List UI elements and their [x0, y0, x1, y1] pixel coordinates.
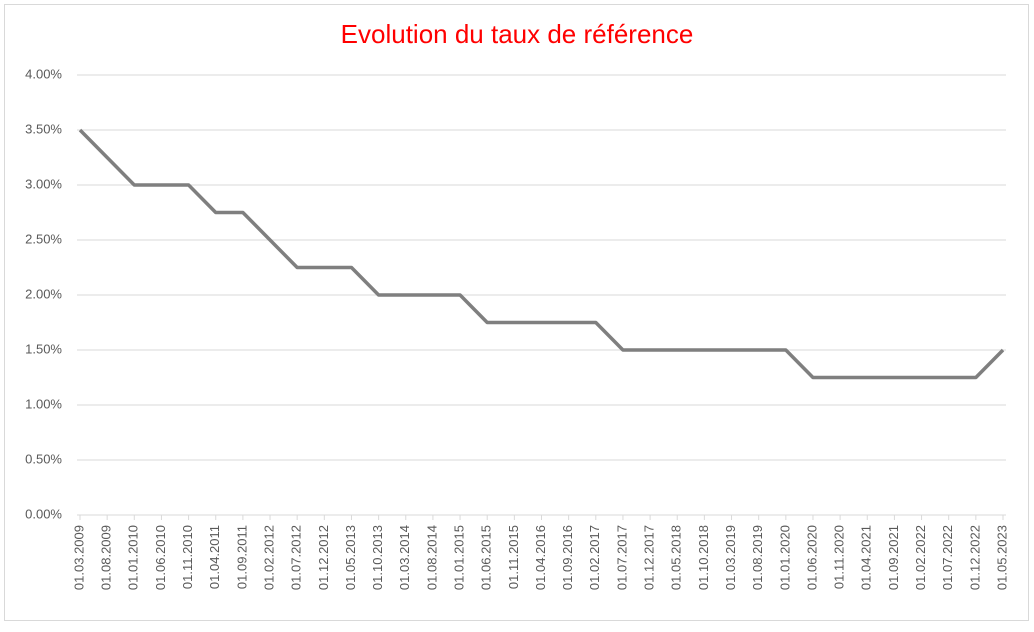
x-tick-label: 01.09.2021 — [886, 525, 901, 590]
x-tick-label: 01.06.2020 — [804, 525, 819, 590]
y-tick-label: 2.00% — [25, 286, 62, 301]
data-line — [78, 128, 1005, 380]
x-tick-label: 01.11.2015 — [506, 525, 521, 589]
y-tick-label: 1.00% — [25, 396, 62, 411]
x-tick-label: 01.06.2015 — [479, 525, 494, 590]
x-tick-label: 01.09.2011 — [234, 525, 249, 589]
x-tick-label: 01.08.2019 — [750, 525, 765, 590]
chart-title: Evolution du taux de référence — [341, 19, 694, 49]
x-tick-label: 01.09.2016 — [560, 525, 575, 590]
x-tick-label: 01.05.2013 — [343, 525, 358, 590]
x-tick-label: 01.03.2019 — [723, 525, 738, 590]
x-tick-label: 01.05.2018 — [669, 525, 684, 590]
x-tick-label: 01.07.2017 — [614, 525, 629, 590]
x-tick-label: 01.03.2014 — [397, 525, 412, 590]
x-tick-label: 01.01.2010 — [126, 525, 141, 590]
y-tick-label: 1.50% — [25, 341, 62, 356]
x-tick-label: 01.05.2023 — [994, 525, 1009, 590]
chart-border — [4, 4, 1029, 621]
x-tick-label: 01.06.2010 — [153, 525, 168, 590]
x-tick-label: 01.11.2010 — [180, 525, 195, 589]
x-tick-label: 01.11.2020 — [832, 525, 847, 589]
x-tick-label: 01.10.2018 — [696, 525, 711, 590]
x-tick-label: 01.12.2022 — [967, 525, 982, 590]
x-tick-label: 01.02.2017 — [587, 525, 602, 590]
y-tick-label: 0.50% — [25, 451, 62, 466]
x-tick-label: 01.01.2015 — [451, 525, 466, 590]
x-tick-label: 01.02.2022 — [913, 525, 928, 590]
x-tick-label: 01.08.2009 — [99, 525, 114, 590]
x-tick-label: 01.04.2011 — [207, 525, 222, 589]
x-tick-label: 01.12.2012 — [316, 525, 331, 590]
x-tick-label: 01.07.2012 — [289, 525, 304, 590]
x-tick-label: 01.02.2012 — [261, 525, 276, 590]
y-tick-label: 0.00% — [25, 506, 62, 521]
x-tick-label: 01.08.2014 — [424, 525, 439, 590]
x-tick-label: 01.12.2017 — [642, 525, 657, 590]
x-tick-label: 01.04.2016 — [533, 525, 548, 590]
x-tick-label: 01.01.2020 — [777, 525, 792, 590]
x-tick-label: 01.04.2021 — [859, 525, 874, 590]
x-tick-label: 01.10.2013 — [370, 525, 385, 590]
y-tick-label: 3.50% — [25, 121, 62, 136]
y-tick-label: 2.50% — [25, 231, 62, 246]
y-tick-label: 4.00% — [25, 66, 62, 81]
x-tick-label: 01.07.2022 — [940, 525, 955, 590]
x-tick-label: 01.03.2009 — [71, 525, 86, 590]
y-tick-label: 3.00% — [25, 176, 62, 191]
